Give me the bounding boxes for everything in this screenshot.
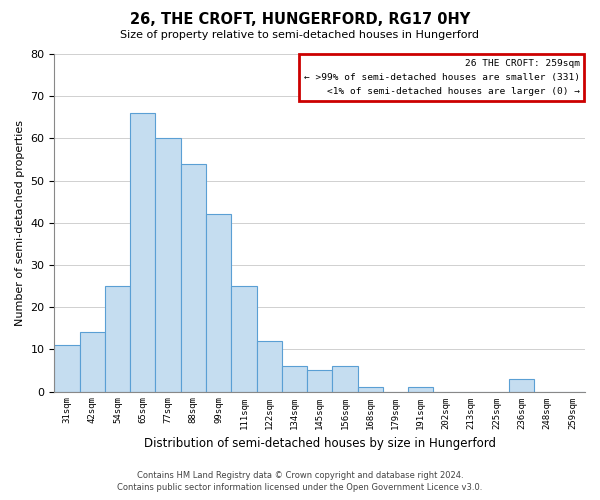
Bar: [257, 341, 282, 392]
Bar: [80, 332, 105, 392]
Text: Contains HM Land Registry data © Crown copyright and database right 2024.
Contai: Contains HM Land Registry data © Crown c…: [118, 471, 482, 492]
Bar: [231, 286, 257, 392]
Text: Size of property relative to semi-detached houses in Hungerford: Size of property relative to semi-detach…: [121, 30, 479, 40]
Bar: [55, 345, 80, 392]
Bar: [155, 138, 181, 392]
Bar: [332, 366, 358, 392]
Bar: [358, 388, 383, 392]
Bar: [408, 388, 433, 392]
Bar: [130, 113, 155, 392]
Bar: [307, 370, 332, 392]
Bar: [282, 366, 307, 392]
Text: 26, THE CROFT, HUNGERFORD, RG17 0HY: 26, THE CROFT, HUNGERFORD, RG17 0HY: [130, 12, 470, 28]
Text: 26 THE CROFT: 259sqm
← >99% of semi-detached houses are smaller (331)
<1% of sem: 26 THE CROFT: 259sqm ← >99% of semi-deta…: [304, 59, 580, 96]
Bar: [181, 164, 206, 392]
Y-axis label: Number of semi-detached properties: Number of semi-detached properties: [15, 120, 25, 326]
X-axis label: Distribution of semi-detached houses by size in Hungerford: Distribution of semi-detached houses by …: [144, 437, 496, 450]
Bar: [105, 286, 130, 392]
Bar: [509, 379, 535, 392]
Bar: [206, 214, 231, 392]
